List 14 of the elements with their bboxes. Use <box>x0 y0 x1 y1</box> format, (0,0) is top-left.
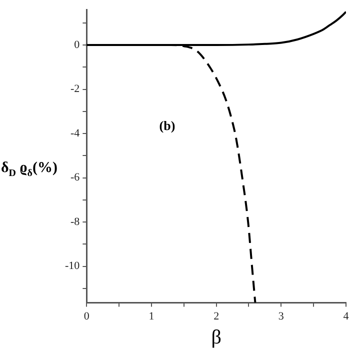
x-axis-title: β <box>211 326 222 348</box>
x-tick-label: 4 <box>343 310 350 322</box>
y-tick-label: -4 <box>70 127 80 140</box>
annotation: (b) <box>159 118 176 134</box>
y-axis-title: δ$_{D}$ ϱ$_{δ}$(%) <box>1 160 58 179</box>
y-tick-label: -10 <box>64 260 80 272</box>
x-tick-label: 1 <box>148 310 154 322</box>
y-tick-label: -8 <box>70 216 80 228</box>
x-tick-label: 0 <box>84 310 90 322</box>
x-tick-label: 3 <box>278 310 284 322</box>
y-tick-label: 0 <box>74 38 80 51</box>
x-tick-label: 2 <box>214 310 220 322</box>
y-tick-label: -6 <box>70 172 80 184</box>
y-tick-label: -2 <box>70 83 80 96</box>
